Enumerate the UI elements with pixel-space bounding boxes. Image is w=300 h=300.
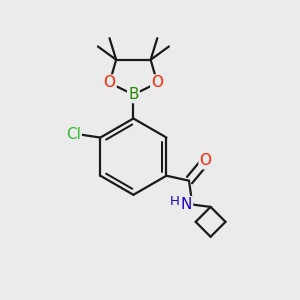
- Text: B: B: [128, 87, 139, 102]
- Text: N: N: [181, 197, 192, 212]
- Text: O: O: [151, 76, 163, 91]
- Text: H: H: [170, 195, 180, 208]
- Text: O: O: [103, 76, 116, 91]
- Text: Cl: Cl: [66, 128, 81, 142]
- Text: O: O: [200, 153, 211, 168]
